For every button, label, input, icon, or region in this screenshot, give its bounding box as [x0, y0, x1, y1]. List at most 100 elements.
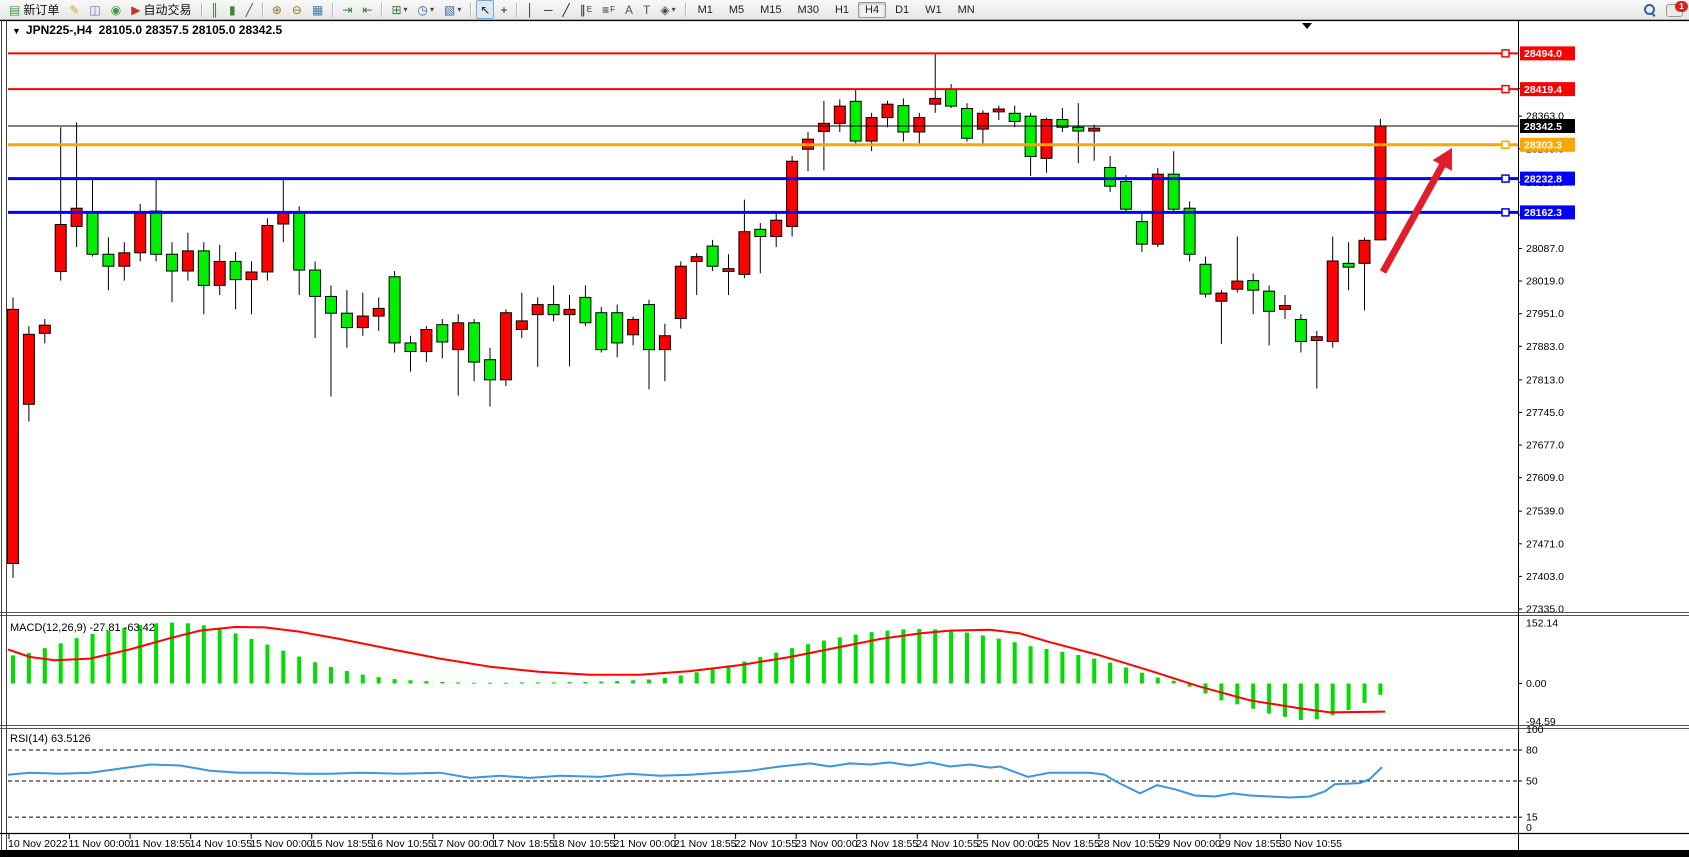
crayon-button[interactable]: ✎ — [65, 0, 83, 19]
macd-histogram-bar — [170, 622, 174, 684]
chart-shift-button[interactable]: ⇤ — [358, 0, 376, 19]
timeframe-H1[interactable]: H1 — [834, 3, 850, 16]
fibonacci-button[interactable]: ≡ F — [598, 0, 619, 19]
search-icon[interactable] — [1644, 4, 1656, 17]
toolbar-separator — [470, 2, 472, 17]
candle-bear — [1135, 221, 1148, 245]
arrows-button[interactable]: ◈ ▾ — [656, 0, 679, 19]
macd-histogram-bar — [1378, 683, 1383, 695]
crosshair-icon: + — [500, 2, 508, 17]
time-tick-label: 23 Nov 00:00 — [795, 838, 858, 850]
text-label-button[interactable]: T — [639, 0, 654, 19]
zoom-in-button[interactable]: ⊕ — [268, 0, 286, 19]
toolbar-separator — [332, 2, 334, 17]
cursor-button[interactable]: ↖ — [476, 0, 495, 19]
macd-histogram-bar — [758, 657, 763, 684]
time-tick-label: 25 Nov 18:55 — [1037, 838, 1100, 850]
macd-histogram-bar — [1171, 680, 1176, 684]
macd-histogram-bar — [1012, 642, 1017, 684]
line-chart-icon: ╱ — [245, 2, 253, 17]
chart-title-bar: ▼ JPN225-,H4 28105.0 28357.5 28105.0 2834… — [12, 23, 282, 37]
autotrading-button-label: 自动交易 — [143, 3, 192, 17]
candle-bear — [404, 342, 417, 353]
auto-scroll-button[interactable]: ⇥ — [338, 0, 356, 19]
macd-histogram-bar — [519, 682, 524, 684]
candle-bear — [849, 100, 862, 142]
vertical-line-button[interactable]: │ — [522, 0, 538, 19]
timeframe-W1[interactable]: W1 — [925, 3, 942, 16]
price-level-label: 28342.5 — [1524, 121, 1562, 133]
macd-histogram-bar — [1124, 667, 1128, 684]
chart-window-button[interactable]: ◫ — [85, 0, 104, 19]
candle-bear — [102, 253, 115, 267]
price-tick-label: 28019.0 — [1526, 276, 1564, 288]
candle-bear — [595, 312, 608, 351]
zoom-out-button[interactable]: ⊖ — [288, 0, 306, 19]
macd-signal-line — [7, 626, 1386, 714]
line-chart-button[interactable]: ╱ — [242, 0, 257, 19]
macd-histogram-bar — [901, 629, 906, 684]
macd-histogram-bar — [694, 672, 699, 684]
macd-histogram-bar — [933, 629, 938, 684]
macd-histogram-bar — [265, 644, 270, 684]
autotrading-button[interactable]: ▶ 自动交易 — [127, 0, 195, 19]
timeframe-M5[interactable]: M5 — [728, 3, 745, 16]
candle-bear — [1183, 207, 1196, 255]
macd-histogram-bar — [313, 662, 318, 684]
macd-histogram-bar — [965, 632, 969, 684]
macd-histogram-bar — [1060, 651, 1065, 684]
macd-histogram-bar — [1108, 662, 1113, 684]
macd-histogram-bar — [122, 627, 127, 684]
candle-bull — [722, 268, 735, 272]
time-tick-label: 18 Nov 10:55 — [553, 838, 616, 850]
chat-icon[interactable]: 1 — [1666, 0, 1688, 17]
candle-bear — [1199, 263, 1212, 295]
indicators-button[interactable]: ⊞ ▾ — [387, 0, 411, 19]
candle-bear — [293, 212, 306, 271]
timeframe-M1[interactable]: M1 — [697, 3, 713, 16]
signal-icon: ◉ — [110, 2, 122, 17]
macd-histogram-bar — [26, 653, 31, 684]
candle-bull — [181, 250, 194, 272]
candle-bear — [197, 250, 210, 286]
candle-bull — [22, 333, 35, 405]
toolbar-separator — [261, 2, 263, 17]
text-button[interactable]: A — [621, 0, 637, 19]
macd-histogram-bar — [774, 652, 779, 684]
periods-button[interactable]: ◷ ▾ — [414, 0, 439, 19]
timeframe-H4[interactable]: H4 — [858, 1, 887, 18]
bar-chart-icon: ║ — [210, 2, 220, 17]
autotrading-icon: ▶ — [131, 2, 141, 17]
level-marker — [1501, 49, 1510, 58]
tile-windows-button[interactable]: ▦ — [308, 0, 327, 19]
horizontal-line-button[interactable]: ─ — [540, 0, 557, 19]
candle-bull — [70, 207, 83, 227]
new-order-button[interactable]: ▤ 新订单 — [5, 0, 63, 19]
bar-chart-button[interactable]: ║ — [207, 0, 224, 19]
candle-bear — [1247, 280, 1260, 291]
macd-histogram-bar — [249, 638, 254, 684]
candle-bull — [531, 304, 544, 316]
macd-histogram-bar — [1092, 658, 1097, 684]
collapse-ohlc-icon[interactable]: ▼ — [12, 26, 21, 36]
price-tick-label: 27403.0 — [1526, 571, 1564, 583]
signal-button[interactable]: ◉ — [107, 0, 125, 19]
macd-histogram-bar — [1251, 683, 1256, 709]
timeframe-M30[interactable]: M30 — [797, 3, 819, 16]
time-tick-label: 23 Nov 18:55 — [856, 838, 919, 850]
candlestick-chart-button[interactable]: ▮ — [225, 0, 240, 19]
candle-bull — [1374, 125, 1387, 241]
crosshair-button[interactable]: + — [496, 0, 511, 19]
crayon-icon: ✎ — [69, 2, 80, 17]
timeframe-MN[interactable]: MN — [957, 3, 975, 16]
timeframe-D1[interactable]: D1 — [895, 3, 910, 16]
templates-button[interactable]: ▧ ▾ — [440, 0, 465, 19]
price-level-label-box — [1520, 205, 1575, 220]
trendline-button[interactable]: ╱ — [558, 0, 573, 19]
equidistant-channel-button[interactable]: ∥ E — [576, 0, 596, 19]
macd-histogram-bar — [360, 674, 365, 684]
timeframe-M15[interactable]: M15 — [760, 3, 782, 16]
macd-histogram-bar — [1155, 677, 1160, 684]
